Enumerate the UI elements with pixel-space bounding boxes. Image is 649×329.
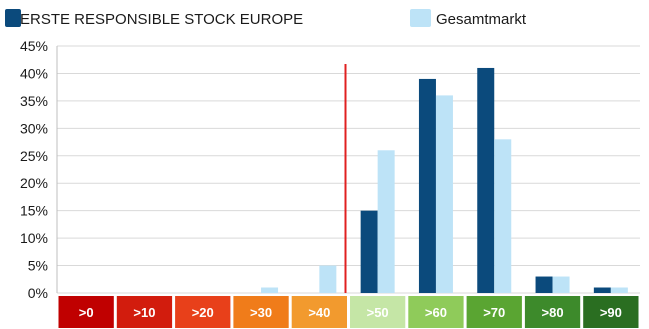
category-label: >90 — [600, 305, 622, 320]
y-tick-label: 10% — [20, 230, 48, 246]
category-label: >30 — [250, 305, 272, 320]
y-axis: 0% 5% 10% 15% 20% 25% 30% 35% 40% 45% — [20, 38, 58, 301]
bars — [261, 67, 628, 294]
bar-market — [319, 265, 337, 293]
bar-market — [377, 150, 395, 293]
legend-label: Gesamtmarkt — [436, 11, 527, 28]
category-band: >0 >10 >20 >30 >40 >50 >60 >70 >80 >90 — [58, 296, 639, 328]
y-tick-label: 20% — [20, 175, 48, 191]
category-cell — [350, 296, 406, 328]
category-cell — [583, 296, 639, 328]
y-tick-label: 0% — [28, 285, 48, 301]
bar-market — [494, 139, 512, 293]
category-cell — [291, 296, 347, 328]
bar-fund — [535, 276, 553, 293]
legend-swatch — [410, 9, 431, 27]
y-tick-label: 40% — [20, 65, 48, 81]
bar-market — [610, 287, 628, 293]
bar-fund — [593, 287, 611, 293]
bar-market — [552, 276, 570, 293]
y-tick-label: 25% — [20, 148, 48, 164]
legend-label: ERSTE RESPONSIBLE STOCK EUROPE — [20, 11, 303, 28]
category-cell — [408, 296, 464, 328]
y-tick-label: 5% — [28, 258, 48, 274]
category-cell — [233, 296, 289, 328]
category-label: >60 — [425, 305, 447, 320]
y-tick-label: 45% — [20, 38, 48, 54]
bar-fund — [360, 210, 378, 293]
bar-market — [435, 95, 453, 294]
y-tick-label: 35% — [20, 93, 48, 109]
legend: ERSTE RESPONSIBLE STOCK EUROPE Gesamtmark… — [5, 9, 527, 28]
category-label: >40 — [308, 305, 330, 320]
category-cell — [116, 296, 173, 328]
category-label: >80 — [542, 305, 564, 320]
category-label: >50 — [367, 305, 389, 320]
bar-fund — [418, 78, 436, 293]
y-tick-label: 30% — [20, 120, 48, 136]
category-cell — [175, 296, 231, 328]
legend-swatch — [5, 9, 21, 27]
category-label: >0 — [79, 305, 94, 320]
bar-market — [261, 287, 279, 293]
category-cell — [524, 296, 581, 328]
gridlines — [57, 45, 640, 294]
bar-fund — [477, 67, 495, 293]
category-cell — [466, 296, 522, 328]
category-label: >70 — [483, 305, 505, 320]
category-label: >10 — [133, 305, 155, 320]
y-tick-label: 15% — [20, 203, 48, 219]
category-label: >20 — [192, 305, 214, 320]
category-cell — [58, 296, 114, 328]
